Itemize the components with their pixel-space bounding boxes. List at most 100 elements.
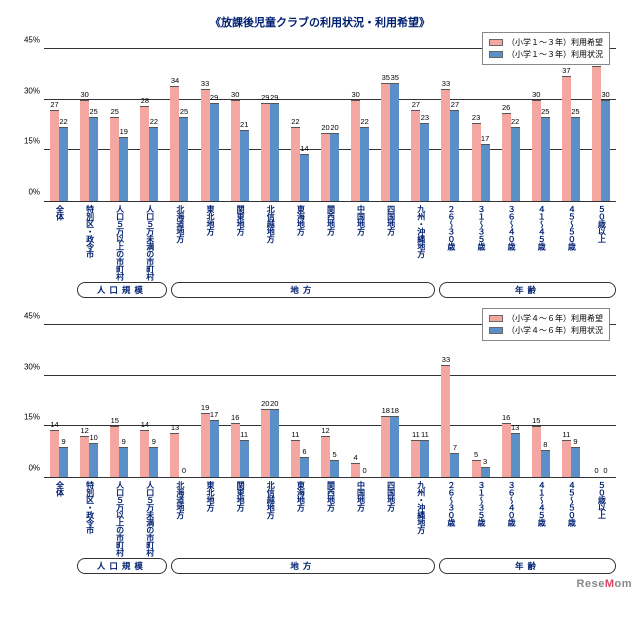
bar-hope: 19: [201, 413, 210, 477]
bar-status: 17: [481, 144, 490, 201]
x-label: 関西地方: [315, 202, 345, 280]
bar-group: 149: [134, 308, 164, 477]
bar-value-status: 27: [451, 100, 459, 109]
bar-group: 1818: [375, 308, 405, 477]
bar-hope: 4: [351, 463, 360, 477]
category-pill: 地方: [171, 282, 435, 298]
x-label: ２６〜３０歳: [435, 202, 465, 280]
bar-group: 33 27: [435, 32, 465, 201]
bar-value-hope: 16: [502, 413, 510, 422]
bar-value-status: 29: [210, 93, 218, 102]
bar-hope: 33: [201, 89, 210, 201]
bar-value-hope: 18: [382, 406, 390, 415]
bar-group: 30 25: [74, 32, 104, 201]
bar-group: 159: [104, 308, 134, 477]
bar-hope: 34: [170, 86, 179, 201]
category-pill: 年齢: [439, 282, 616, 298]
x-labels: 全体特別区・政令市人口５万以上の市町村人口５万未満の市町村北海道地方東北地方関東…: [44, 202, 616, 280]
x-label: ４５〜５０歳: [556, 202, 586, 280]
bar-group: 3329: [195, 32, 225, 201]
x-label: 北海道地方: [164, 202, 194, 280]
bar-group: 149: [44, 308, 74, 477]
legend-row-status: （小学４〜６年）利用状況: [489, 325, 603, 336]
bar-value-hope: 33: [442, 79, 450, 88]
bar-hope: 37: [562, 76, 571, 201]
bar-group: 2214: [285, 32, 315, 201]
bar-value-hope: 11: [563, 430, 571, 439]
bar-status: 29: [210, 103, 219, 201]
y-tick: 15%: [18, 137, 40, 146]
bar-status: 10: [89, 443, 98, 477]
bar-value-status: 11: [421, 430, 429, 439]
bar-status: 5: [330, 460, 339, 477]
legend-swatch-hope: [489, 39, 503, 46]
bar-hope: 23: [472, 123, 481, 201]
bar-status: 6: [300, 457, 309, 477]
bar-hope: 26: [502, 113, 511, 201]
bar-value-hope: 29: [261, 93, 269, 102]
bar-status: 19: [119, 137, 128, 201]
x-label: 東北地方: [195, 478, 225, 556]
category-pill: 人口規模: [77, 558, 166, 574]
x-label: ３６〜４０歳: [496, 202, 526, 280]
bar-value-hope: 20: [261, 399, 269, 408]
bar-value-status: 30: [601, 90, 609, 99]
bar-value-hope: 11: [412, 430, 420, 439]
chart-block-1: （小学４〜６年）利用希望（小学４〜６年）利用状況0%15%30%45%14912…: [18, 308, 622, 574]
bar-value-hope: 33: [201, 79, 209, 88]
bar-value-hope: 30: [80, 90, 88, 99]
bar-value-status: 22: [511, 117, 519, 126]
bar-value-status: 6: [302, 447, 306, 456]
bar-value-hope: 20: [321, 123, 329, 132]
bar-group: 40: [345, 308, 375, 477]
x-label: 関西地方: [315, 478, 345, 556]
x-label: 人口５万以上の市町村: [104, 202, 134, 280]
bar-value-status: 9: [61, 437, 65, 446]
bar-value-hope: 37: [562, 66, 570, 75]
bar-status: 13: [511, 433, 520, 477]
x-label: ５０歳以上: [586, 478, 616, 556]
bar-group: 337: [435, 308, 465, 477]
bar-value-hope: 27: [412, 100, 420, 109]
bar-value-hope: 16: [231, 413, 239, 422]
category-pill: 人口規模: [77, 282, 166, 298]
bar-status: 25: [89, 117, 98, 202]
bar-status: 21: [240, 130, 249, 201]
main-title: 《放課後児童クラブの利用状況・利用希望》: [18, 14, 622, 30]
x-labels: 全体特別区・政令市人口５万以上の市町村人口５万未満の市町村北海道地方東北地方関東…: [44, 478, 616, 556]
bar-value-status: 9: [152, 437, 156, 446]
bar-status: 22: [149, 127, 158, 201]
legend-swatch-hope: [489, 315, 503, 322]
bar-hope: 29: [261, 103, 270, 201]
bar-value-hope: 27: [50, 100, 58, 109]
x-label: 中国地方: [345, 478, 375, 556]
x-label: 東海地方: [285, 202, 315, 280]
bar-group: 1210: [74, 308, 104, 477]
bar-value-status: 25: [180, 107, 188, 116]
legend-row-status: （小学１〜３年）利用状況: [489, 49, 603, 60]
bar-status: 25: [571, 117, 580, 202]
bar-value-status: 13: [511, 423, 519, 432]
legend: （小学１〜３年）利用希望（小学１〜３年）利用状況: [482, 32, 610, 65]
bar-value-status: 21: [240, 120, 248, 129]
x-label: 北信越地方: [255, 478, 285, 556]
y-tick: 45%: [18, 35, 40, 44]
x-label: 北海道地方: [164, 478, 194, 556]
bar-value-hope: 35: [382, 73, 390, 82]
bar-value-hope: 12: [321, 426, 329, 435]
x-label: ３１〜３５歳: [466, 202, 496, 280]
x-label: ２６〜３０歳: [435, 478, 465, 556]
y-tick: 0%: [18, 188, 40, 197]
bar-status: 30: [601, 100, 610, 201]
bar-hope: 28: [140, 106, 149, 201]
bar-value-status: 17: [210, 410, 218, 419]
bar-value-status: 22: [59, 117, 67, 126]
bar-status: 27: [450, 110, 459, 201]
bar-value-hope: 13: [171, 423, 179, 432]
watermark: ReseMom: [577, 578, 632, 590]
bar-group: 12 5: [315, 308, 345, 477]
bar-group: 1111: [405, 308, 435, 477]
bar-group: 3022: [345, 32, 375, 201]
bar-hope: 25: [110, 117, 119, 202]
bar-hope: 11: [562, 440, 571, 477]
